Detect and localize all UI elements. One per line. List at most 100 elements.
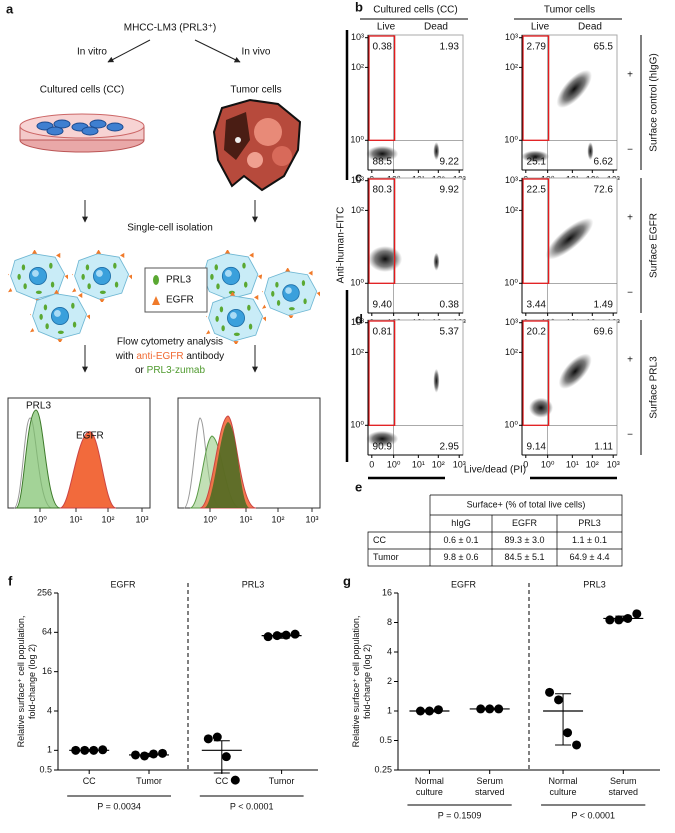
data-point xyxy=(605,615,615,625)
y-tick-label: 0.5 xyxy=(39,764,52,774)
density xyxy=(556,69,592,109)
panel-label: e xyxy=(355,479,362,494)
quadrant-value: 6.62 xyxy=(594,157,614,168)
quadrant-value: 5.37 xyxy=(440,327,460,338)
p-value: P = 0.1509 xyxy=(438,810,482,820)
row-label: Surface EGFR xyxy=(649,213,660,278)
hist-tick-label: 10³ xyxy=(305,514,318,524)
density xyxy=(558,353,592,389)
x-tick-label-part: Tumor xyxy=(269,776,295,786)
y-tick-label: 10³ xyxy=(351,175,364,185)
quadrant-value: 88.5 xyxy=(373,157,393,168)
column-header: Tumor cells xyxy=(544,5,595,16)
quadrant-value: 20.2 xyxy=(527,327,547,338)
data-point xyxy=(554,695,564,705)
x-tick-label: 10¹ xyxy=(412,459,425,469)
y-tick-label: 10² xyxy=(351,62,364,72)
group-label: EGFR xyxy=(110,579,136,589)
sign-label: − xyxy=(627,288,633,299)
quadrant-value: 69.6 xyxy=(594,327,614,338)
y-tick-label: 10² xyxy=(351,347,364,357)
error-bar xyxy=(273,632,290,639)
data-point xyxy=(572,740,582,750)
quadrant-value: 90.9 xyxy=(373,442,393,453)
y-axis-label-part: fold-change (log 2) xyxy=(362,644,372,719)
table-cell: 64.9 ± 4.4 xyxy=(570,552,610,562)
x-tick-label: 10² xyxy=(432,459,445,469)
x-tick-label: Serum starved xyxy=(475,776,505,797)
table-cell: 89.3 ± 3.0 xyxy=(505,535,545,545)
panel-label: g xyxy=(343,573,351,588)
quadrant-value: 80.3 xyxy=(373,185,393,196)
y-tick-label: 10³ xyxy=(505,32,518,42)
density xyxy=(433,142,440,161)
hist-tick-label: 10¹ xyxy=(239,514,252,524)
legend-label: PRL3 xyxy=(166,275,191,286)
x-tick-label-part: Tumor xyxy=(136,776,162,786)
data-point xyxy=(290,629,300,639)
error-bar xyxy=(481,707,498,711)
live-gate xyxy=(522,320,550,426)
quadrant-value: 0.81 xyxy=(373,327,393,338)
y-tick-label: 10⁰ xyxy=(504,420,518,430)
legend-label: EGFR xyxy=(166,295,194,306)
x-tick-label-part: culture xyxy=(550,787,577,797)
table-header: Surface+ (% of total live cells) xyxy=(467,499,586,509)
plot-frame xyxy=(367,177,464,314)
x-tick-label-part: culture xyxy=(416,787,443,797)
y-tick-label: 8 xyxy=(387,617,392,627)
x-tick-label-part: CC xyxy=(215,776,228,786)
y-axis-label-part: fold-change (log 2) xyxy=(27,644,37,719)
density xyxy=(529,397,553,418)
x-tick-label-part: Normal xyxy=(415,776,444,786)
analysis-text-part: anti-EGFR xyxy=(136,351,183,362)
data-point xyxy=(203,734,213,744)
y-tick-label: 2 xyxy=(387,676,392,686)
row-label: Surface control (hIgG) xyxy=(649,53,660,151)
quadrant-value: 3.44 xyxy=(527,300,547,311)
x-tick-label: 0 xyxy=(369,459,374,469)
y-tick-label: 10³ xyxy=(505,317,518,327)
group-label: PRL3 xyxy=(583,579,606,589)
route-label: In vivo xyxy=(242,47,271,58)
table-cell: 0.6 ± 0.1 xyxy=(444,535,479,545)
x-tick-label: 10¹ xyxy=(566,459,579,469)
y-tick-label: 10³ xyxy=(505,175,518,185)
quadrant-value: 65.5 xyxy=(594,42,614,53)
y-tick-label: 16 xyxy=(382,587,392,597)
panel-label: c xyxy=(355,169,362,184)
hist-tick-label: 10⁰ xyxy=(203,514,217,524)
y-tick-label: 64 xyxy=(42,627,52,637)
table-cell: 9.8 ± 0.6 xyxy=(444,552,479,562)
quadrant-value: 9.14 xyxy=(527,442,547,453)
hist-tick-label: 10² xyxy=(271,514,284,524)
panel-label: f xyxy=(8,573,13,588)
y-tick-label: 1 xyxy=(387,705,392,715)
table-column: PRL3 xyxy=(578,518,601,528)
row-label: Surface PRL3 xyxy=(649,356,660,419)
route-label: In vitro xyxy=(77,47,107,58)
y-tick-label: 10³ xyxy=(351,32,364,42)
table-rules xyxy=(367,494,623,567)
hist-label: EGFR xyxy=(76,431,104,442)
error-bar xyxy=(421,709,438,713)
x-tick-label: 10⁰ xyxy=(541,459,555,469)
analysis-text: with anti-EGFR antibody xyxy=(115,351,224,362)
quadrant-value: 0.38 xyxy=(373,42,393,53)
quadrant-value: 0.38 xyxy=(440,300,460,311)
y-axis-label: Relative surface⁺ cell population,fold-c… xyxy=(351,616,372,748)
quadrant-value: 9.92 xyxy=(440,185,460,196)
y-tick-label: 0.25 xyxy=(374,764,392,774)
data-point xyxy=(212,732,222,742)
y-tick-label: 10⁰ xyxy=(350,278,364,288)
analysis-text: Flow cytometry analysis xyxy=(117,337,223,348)
data-point xyxy=(614,615,624,625)
x-tick-label: Tumor xyxy=(269,776,295,786)
quadrant-value: 9.22 xyxy=(440,157,460,168)
y-tick-label: 10⁰ xyxy=(350,135,364,145)
hist-label: PRL3 xyxy=(26,401,51,412)
y-tick-label: 1 xyxy=(47,745,52,755)
quadrant-value: 25.1 xyxy=(527,157,547,168)
data-point xyxy=(230,775,240,785)
